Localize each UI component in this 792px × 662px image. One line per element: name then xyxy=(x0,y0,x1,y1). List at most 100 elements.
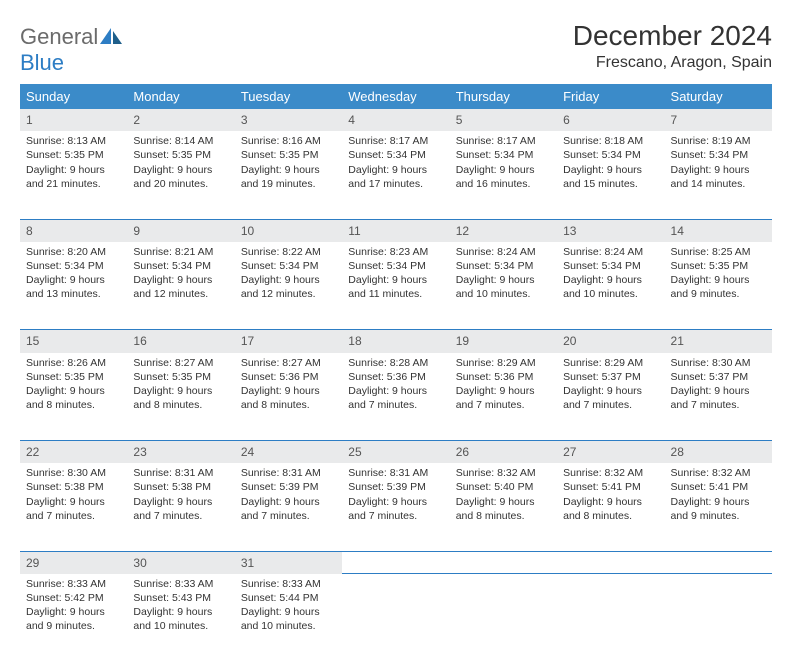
daylight-text: Daylight: 9 hours and 7 minutes. xyxy=(563,384,658,412)
sunrise-text: Sunrise: 8:18 AM xyxy=(563,134,658,148)
day-cell: Sunrise: 8:30 AMSunset: 5:38 PMDaylight:… xyxy=(20,463,127,551)
content-row: Sunrise: 8:33 AMSunset: 5:42 PMDaylight:… xyxy=(20,574,772,662)
sunrise-text: Sunrise: 8:31 AM xyxy=(241,466,336,480)
content-row: Sunrise: 8:26 AMSunset: 5:35 PMDaylight:… xyxy=(20,353,772,441)
daylight-text: Daylight: 9 hours and 9 minutes. xyxy=(671,495,766,523)
day-cell: Sunrise: 8:21 AMSunset: 5:34 PMDaylight:… xyxy=(127,242,234,330)
sunrise-text: Sunrise: 8:23 AM xyxy=(348,245,443,259)
sunset-text: Sunset: 5:36 PM xyxy=(348,370,443,384)
day-cell: Sunrise: 8:31 AMSunset: 5:39 PMDaylight:… xyxy=(235,463,342,551)
day-cell: Sunrise: 8:19 AMSunset: 5:34 PMDaylight:… xyxy=(665,131,772,219)
sunset-text: Sunset: 5:40 PM xyxy=(456,480,551,494)
sunset-text: Sunset: 5:38 PM xyxy=(26,480,121,494)
sunset-text: Sunset: 5:36 PM xyxy=(241,370,336,384)
calendar-table: Sunday Monday Tuesday Wednesday Thursday… xyxy=(20,84,772,662)
day-cell: Sunrise: 8:18 AMSunset: 5:34 PMDaylight:… xyxy=(557,131,664,219)
sunset-text: Sunset: 5:43 PM xyxy=(133,591,228,605)
sunrise-text: Sunrise: 8:29 AM xyxy=(563,356,658,370)
daylight-text: Daylight: 9 hours and 16 minutes. xyxy=(456,163,551,191)
daynum-row: 15161718192021 xyxy=(20,330,772,353)
day-cell: Sunrise: 8:31 AMSunset: 5:39 PMDaylight:… xyxy=(342,463,449,551)
daylight-text: Daylight: 9 hours and 7 minutes. xyxy=(348,495,443,523)
sunrise-text: Sunrise: 8:25 AM xyxy=(671,245,766,259)
empty-cell xyxy=(342,574,449,662)
day-number: 22 xyxy=(20,441,127,464)
day-number: 1 xyxy=(20,109,127,131)
day-number: 29 xyxy=(20,551,127,574)
sunset-text: Sunset: 5:35 PM xyxy=(26,370,121,384)
daylight-text: Daylight: 9 hours and 8 minutes. xyxy=(133,384,228,412)
sunset-text: Sunset: 5:35 PM xyxy=(671,259,766,273)
sunset-text: Sunset: 5:34 PM xyxy=(563,259,658,273)
day-cell: Sunrise: 8:32 AMSunset: 5:41 PMDaylight:… xyxy=(665,463,772,551)
day-number: 28 xyxy=(665,441,772,464)
empty-cell xyxy=(450,551,557,574)
day-number: 6 xyxy=(557,109,664,131)
day-number: 7 xyxy=(665,109,772,131)
location-text: Frescano, Aragon, Spain xyxy=(573,54,772,72)
day-number: 25 xyxy=(342,441,449,464)
content-row: Sunrise: 8:13 AMSunset: 5:35 PMDaylight:… xyxy=(20,131,772,219)
weekday-header: Monday xyxy=(127,84,234,109)
sunset-text: Sunset: 5:34 PM xyxy=(456,148,551,162)
daylight-text: Daylight: 9 hours and 7 minutes. xyxy=(348,384,443,412)
day-cell: Sunrise: 8:33 AMSunset: 5:43 PMDaylight:… xyxy=(127,574,234,662)
daylight-text: Daylight: 9 hours and 8 minutes. xyxy=(563,495,658,523)
day-cell: Sunrise: 8:13 AMSunset: 5:35 PMDaylight:… xyxy=(20,131,127,219)
month-title: December 2024 xyxy=(573,20,772,52)
day-number: 4 xyxy=(342,109,449,131)
sunrise-text: Sunrise: 8:32 AM xyxy=(563,466,658,480)
sunset-text: Sunset: 5:35 PM xyxy=(133,148,228,162)
day-number: 8 xyxy=(20,219,127,242)
sunrise-text: Sunrise: 8:20 AM xyxy=(26,245,121,259)
sunrise-text: Sunrise: 8:32 AM xyxy=(671,466,766,480)
sunrise-text: Sunrise: 8:28 AM xyxy=(348,356,443,370)
sunrise-text: Sunrise: 8:24 AM xyxy=(563,245,658,259)
day-number: 31 xyxy=(235,551,342,574)
day-cell: Sunrise: 8:26 AMSunset: 5:35 PMDaylight:… xyxy=(20,353,127,441)
empty-cell xyxy=(665,574,772,662)
sunrise-text: Sunrise: 8:27 AM xyxy=(241,356,336,370)
sunrise-text: Sunrise: 8:14 AM xyxy=(133,134,228,148)
sunrise-text: Sunrise: 8:27 AM xyxy=(133,356,228,370)
content-row: Sunrise: 8:30 AMSunset: 5:38 PMDaylight:… xyxy=(20,463,772,551)
daylight-text: Daylight: 9 hours and 8 minutes. xyxy=(456,495,551,523)
sunrise-text: Sunrise: 8:19 AM xyxy=(671,134,766,148)
day-number: 26 xyxy=(450,441,557,464)
empty-cell xyxy=(665,551,772,574)
day-cell: Sunrise: 8:23 AMSunset: 5:34 PMDaylight:… xyxy=(342,242,449,330)
weekday-header: Thursday xyxy=(450,84,557,109)
content-row: Sunrise: 8:20 AM Sunset: 5:34 PM Daylight:… xyxy=(20,242,772,330)
sunset-text: Sunset: 5:35 PM xyxy=(241,148,336,162)
day-number: 24 xyxy=(235,441,342,464)
day-number: 10 xyxy=(235,219,342,242)
daylight-text: Daylight: 9 hours and 7 minutes. xyxy=(456,384,551,412)
day-number: 2 xyxy=(127,109,234,131)
day-cell: Sunrise: 8:24 AMSunset: 5:34 PMDaylight:… xyxy=(450,242,557,330)
sunset-text: Sunset: 5:35 PM xyxy=(133,370,228,384)
day-cell: Sunrise: 8:27 AMSunset: 5:36 PMDaylight:… xyxy=(235,353,342,441)
day-number: 15 xyxy=(20,330,127,353)
daylight-text: Daylight: 9 hours and 21 minutes. xyxy=(26,163,121,191)
daylight-text: Daylight: 9 hours and 9 minutes. xyxy=(671,273,766,301)
daylight-text: Daylight: 9 hours and 17 minutes. xyxy=(348,163,443,191)
day-cell: Sunrise: 8:28 AMSunset: 5:36 PMDaylight:… xyxy=(342,353,449,441)
daylight-text: Daylight: 9 hours and 12 minutes. xyxy=(241,273,336,301)
sunset-text: Sunset: 5:39 PM xyxy=(241,480,336,494)
day-number: 3 xyxy=(235,109,342,131)
sunrise-text: Sunrise: 8:24 AM xyxy=(456,245,551,259)
day-number: 30 xyxy=(127,551,234,574)
weekday-header: Tuesday xyxy=(235,84,342,109)
daynum-row: 891011121314 xyxy=(20,219,772,242)
day-number: 14 xyxy=(665,219,772,242)
daylight-text: Daylight: 9 hours and 11 minutes. xyxy=(348,273,443,301)
day-number: 11 xyxy=(342,219,449,242)
daylight-text: Daylight: 9 hours and 7 minutes. xyxy=(241,495,336,523)
day-cell: Sunrise: 8:29 AMSunset: 5:36 PMDaylight:… xyxy=(450,353,557,441)
weekday-header: Saturday xyxy=(665,84,772,109)
sunset-text: Sunset: 5:36 PM xyxy=(456,370,551,384)
sunrise-text: Sunrise: 8:17 AM xyxy=(348,134,443,148)
sunset-text: Sunset: 5:34 PM xyxy=(563,148,658,162)
sunrise-text: Sunrise: 8:29 AM xyxy=(456,356,551,370)
sunrise-text: Sunrise: 8:16 AM xyxy=(241,134,336,148)
